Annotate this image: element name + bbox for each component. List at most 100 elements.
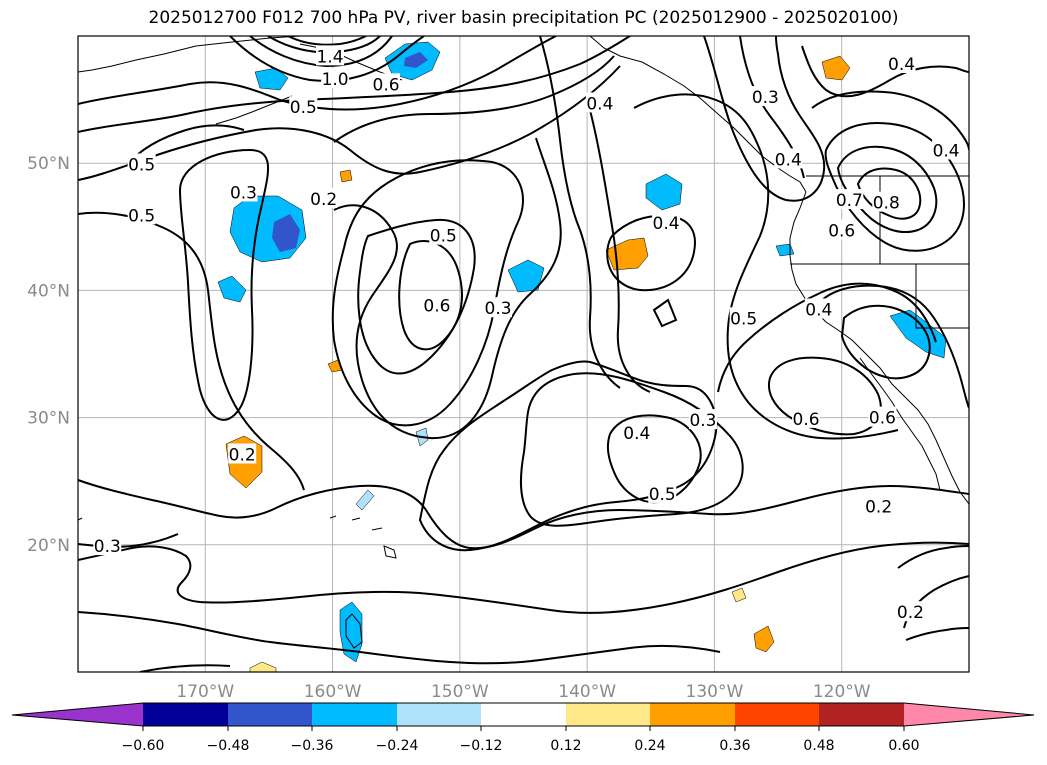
pv-contour-small-closed xyxy=(652,298,678,328)
colorbar-cell xyxy=(143,703,228,726)
contour-label: 0.4 xyxy=(653,214,680,234)
colorbar-cell xyxy=(819,703,904,726)
colorbar-tick-label: 0.60 xyxy=(888,738,919,754)
contour-label: 0.4 xyxy=(805,300,832,320)
contour-label: 0.7 xyxy=(836,191,863,211)
contour-label-bg xyxy=(887,52,916,73)
contour-label-bg xyxy=(372,73,401,94)
pv-contour-east-big xyxy=(633,93,899,440)
lon-tick-label: 140°W xyxy=(558,682,616,702)
colorbar-tick-label: 0.12 xyxy=(550,738,581,754)
coastline-aleutians-west xyxy=(78,517,83,521)
contour-label: 0.4 xyxy=(775,150,802,170)
pv-contours xyxy=(78,36,969,672)
contour-label-bg xyxy=(652,211,681,232)
pv-contour-east-05 xyxy=(539,36,621,389)
colorbar-tick-label: −0.48 xyxy=(207,738,250,754)
contour-label-bg xyxy=(229,181,258,202)
border-canada-us xyxy=(790,175,969,329)
colorbar-cell xyxy=(735,703,819,726)
shade-blob-north-east-orange xyxy=(605,237,649,271)
colorbar-ticks: −0.60 −0.48 −0.36 −0.24 −0.12 0.12 0.24 0.36 0.4… xyxy=(122,726,920,754)
contour-label-bg xyxy=(228,443,257,464)
pv-contour-south-03 xyxy=(78,541,969,614)
pv-contour-mid-05 xyxy=(333,137,562,440)
contour-label: 0.6 xyxy=(828,222,855,242)
contour-label: 0.2 xyxy=(865,498,892,518)
pv-contour-alaska-1 xyxy=(229,36,425,82)
contour-label-bg xyxy=(932,139,961,160)
contour-labels: 1.4 1.0 0.6 0.5 0.4 0.4 0.3 0.5 0.5 0.3 0.2 0.5 0.6 0… xyxy=(93,45,961,623)
pv-contour-alaska-2 xyxy=(249,36,393,68)
pv-contour-west-05 xyxy=(78,65,621,181)
pv-contour-east-05b xyxy=(717,282,937,393)
map-title: 2025012700 F012 700 hPa PV, river basin … xyxy=(148,8,899,28)
shade-blob-north-east xyxy=(645,173,683,211)
colorbar-cell xyxy=(904,703,1034,726)
contour-label-bg xyxy=(321,68,350,89)
contour-label: 0.5 xyxy=(730,309,757,329)
shade-blob-north-pacific-dark xyxy=(272,214,300,252)
contour-label-bg xyxy=(827,219,856,240)
pv-contour-se-02b xyxy=(905,627,969,641)
pv-contour-south-02c xyxy=(139,664,231,672)
lon-tick-label: 160°W xyxy=(304,682,362,702)
contour-label: 0.3 xyxy=(230,183,257,203)
pv-contour-mid-02 xyxy=(333,55,615,143)
lon-tick-label: 120°W xyxy=(813,682,871,702)
contour-label-bg xyxy=(896,601,925,622)
contour-label: 1.0 xyxy=(322,70,349,90)
contour-label: 0.3 xyxy=(689,411,716,431)
pv-contour-north-2 xyxy=(78,36,557,111)
pv-contour-south-02 xyxy=(78,479,969,550)
pv-contour-ne-top xyxy=(801,45,969,98)
shade-blob-aleutian xyxy=(254,67,289,91)
shade-blob-gulf-alaska-dark xyxy=(404,52,428,68)
pv-contour-ne-closed xyxy=(824,122,965,252)
contour-label-bg xyxy=(127,204,156,225)
contour-label-bg xyxy=(93,535,122,556)
coastlines xyxy=(78,36,969,649)
contour-label-bg xyxy=(792,407,821,428)
shade-blob-bottom-yellow xyxy=(249,661,277,672)
contour-label: 0.4 xyxy=(586,94,613,114)
contour-label: 0.3 xyxy=(752,88,779,108)
contour-label: 0.4 xyxy=(623,424,650,444)
contour-label-bg xyxy=(309,187,338,208)
contour-label: 0.5 xyxy=(430,227,457,247)
coastline-hawaii-islands xyxy=(329,515,397,649)
contour-label-bg xyxy=(484,297,513,318)
shade-blob-south-orange xyxy=(753,625,775,653)
contour-label-bg xyxy=(729,307,758,328)
contour-label-bg xyxy=(585,92,614,113)
pv-contour-south-02b xyxy=(897,545,969,569)
shade-blob-california xyxy=(889,309,947,359)
pv-contour-south-bottom xyxy=(78,611,721,665)
pv-contour-east-06 xyxy=(768,356,882,436)
contour-label: 0.5 xyxy=(649,485,676,505)
shade-blob-south-yellow xyxy=(731,587,747,603)
contour-label-bg xyxy=(429,224,458,245)
contour-label-bg xyxy=(289,96,318,117)
contour-label: 0.8 xyxy=(873,194,900,214)
colorbar-cell xyxy=(481,703,566,726)
pv-contour-east-curve xyxy=(703,36,826,202)
pv-contour-mid-03 xyxy=(331,159,524,427)
pv-contour-west-02 xyxy=(127,124,245,165)
pv-contour-north-1 xyxy=(78,36,631,133)
colorbar-cell xyxy=(566,703,650,726)
shade-blob-west-small xyxy=(217,275,247,303)
contour-label-bg xyxy=(648,482,677,503)
contour-label: 0.5 xyxy=(128,155,155,175)
pv-contour-mid-04 xyxy=(357,218,476,375)
axis-labels: 170°W 160°W 150°W 140°W 130°W 120°W 20°N 30°N 40… xyxy=(27,154,871,702)
contour-label-bg xyxy=(868,406,897,427)
contour-label-bg xyxy=(127,153,156,174)
contour-label-bg xyxy=(774,148,803,169)
contour-label: 0.2 xyxy=(897,603,924,623)
contour-label-bg xyxy=(804,298,833,319)
contour-label-bg xyxy=(422,294,451,315)
shade-blob-hawaii-blue xyxy=(339,601,363,663)
lat-tick-label: 40°N xyxy=(27,281,70,301)
gridlines xyxy=(78,36,969,672)
